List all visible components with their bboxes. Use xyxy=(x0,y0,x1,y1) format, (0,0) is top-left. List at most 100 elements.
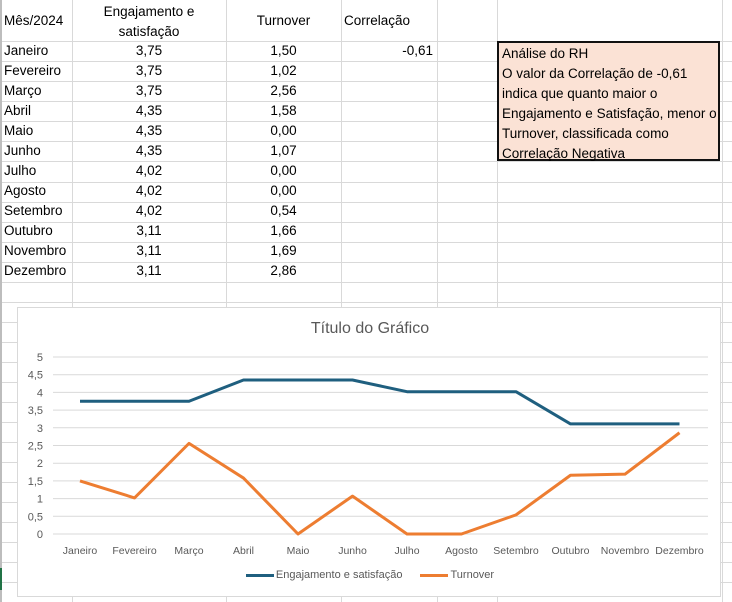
cell-month[interactable]: Agosto xyxy=(4,183,47,198)
legend-label-engagement: Engajamento e satisfação xyxy=(275,569,403,581)
cell-correlation[interactable] xyxy=(341,221,433,241)
cell-month[interactable]: Dezembro xyxy=(4,263,67,278)
legend-swatch-engagement xyxy=(245,573,274,577)
legend-swatch-turnover xyxy=(420,573,449,577)
cell-correlation[interactable] xyxy=(341,241,433,261)
cell-correlation[interactable] xyxy=(341,61,433,81)
note-line: indica que quanto maior o xyxy=(502,86,658,101)
y-tick-label: 1,5 xyxy=(28,476,43,488)
cell-correlation[interactable] xyxy=(341,141,433,161)
cell-turnover[interactable]: 0,54 xyxy=(270,203,297,218)
chart-title[interactable]: Título do Gráfico xyxy=(310,320,430,337)
cell-engagement[interactable]: 3,11 xyxy=(136,223,162,238)
row-border xyxy=(0,161,732,162)
hr-analysis-note[interactable]: Análise do RH O valor da Correlação de -… xyxy=(497,41,720,161)
cell-correlation[interactable] xyxy=(341,81,433,101)
x-tick-label: Outubro xyxy=(552,545,590,557)
note-line: O valor da Correlação de -0,61 xyxy=(502,66,688,81)
x-tick-label: Junho xyxy=(338,545,367,557)
cell-month[interactable]: Maio xyxy=(4,123,34,138)
cell-correlation[interactable] xyxy=(341,261,433,281)
y-tick-label: 1 xyxy=(37,494,43,506)
cell-engagement[interactable]: 3,75 xyxy=(135,43,163,58)
cell-turnover[interactable]: 0,00 xyxy=(270,163,297,178)
header-correlation[interactable]: Correlação xyxy=(344,13,411,28)
header-turnover[interactable]: Turnover xyxy=(256,13,311,28)
cell-turnover[interactable]: 1,50 xyxy=(270,43,297,58)
row-border xyxy=(0,262,732,263)
line-chart[interactable]: Título do Gráfico 0 0,5 1 1,5 2 2,5 3 3,5 4 4,5 5 J… xyxy=(17,307,721,597)
cell-engagement[interactable]: 3,75 xyxy=(135,83,163,98)
row-border xyxy=(0,302,732,303)
cell-month[interactable]: Setembro xyxy=(4,203,63,218)
x-tick-label: Maio xyxy=(287,545,310,557)
header-engagement-line2: satisfação xyxy=(118,24,180,39)
cell-month[interactable]: Junho xyxy=(4,143,41,158)
series-line-engagement[interactable] xyxy=(80,378,680,426)
note-line: Análise do RH xyxy=(502,46,589,61)
cell-month[interactable]: Março xyxy=(4,83,42,98)
cell-engagement[interactable]: 3,11 xyxy=(136,243,162,258)
cell-correlation[interactable] xyxy=(341,161,433,181)
note-line: Correlação Negativa xyxy=(502,146,626,161)
row-border xyxy=(0,81,732,82)
header-month[interactable]: Mês/2024 xyxy=(4,13,64,28)
cell-turnover[interactable]: 2,56 xyxy=(270,83,297,98)
cell-correlation[interactable] xyxy=(341,201,433,221)
y-tick-label: 0 xyxy=(37,529,43,541)
row-border xyxy=(0,182,732,183)
legend-item-turnover[interactable]: Turnover xyxy=(420,569,494,581)
cell-engagement[interactable]: 3,11 xyxy=(136,263,162,278)
cell-turnover[interactable]: 1,02 xyxy=(270,63,297,78)
row-border xyxy=(0,61,732,62)
sheet-left-edge xyxy=(0,0,2,602)
cell-engagement[interactable]: 4,02 xyxy=(135,163,163,178)
cell-month[interactable]: Janeiro xyxy=(4,43,49,58)
cell-correlation[interactable] xyxy=(341,121,433,141)
y-tick-label: 2,5 xyxy=(28,441,43,453)
header-engagement[interactable]: Engajamento e satisfação xyxy=(72,2,226,42)
column-border xyxy=(437,0,438,602)
cell-turnover[interactable]: 0,00 xyxy=(270,123,297,138)
cell-engagement[interactable]: 4,35 xyxy=(135,143,163,158)
chart-plot-area: 0 0,5 1 1,5 2 2,5 3 3,5 4 4,5 5 Janeiro Fevereiro Mar… xyxy=(28,352,708,557)
cell-turnover[interactable]: 1,07 xyxy=(270,143,297,158)
y-tick-label: 2 xyxy=(37,458,43,470)
chart-legend[interactable]: Engajamento e satisfação Turnover xyxy=(18,569,722,581)
cell-correlation[interactable] xyxy=(341,101,433,121)
legend-item-engagement[interactable]: Engajamento e satisfação xyxy=(245,569,403,581)
cell-month[interactable]: Fevereiro xyxy=(4,63,62,78)
cell-correlation[interactable]: -0,61 xyxy=(402,43,433,58)
column-border xyxy=(497,0,498,602)
row-border xyxy=(0,41,732,42)
row-border xyxy=(0,202,732,203)
cell-turnover[interactable]: 1,69 xyxy=(270,243,297,258)
header-engagement-line1: Engajamento e xyxy=(103,4,195,19)
cell-engagement[interactable]: 4,35 xyxy=(135,103,163,118)
series-line-turnover[interactable] xyxy=(79,431,681,536)
cell-turnover[interactable]: 0,00 xyxy=(270,183,297,198)
cell-engagement[interactable]: 3,75 xyxy=(135,63,163,78)
cell-month[interactable]: Abril xyxy=(4,103,32,118)
cell-engagement[interactable]: 4,02 xyxy=(135,203,163,218)
row-border xyxy=(0,101,732,102)
y-tick-label: 3,5 xyxy=(28,405,43,417)
cell-correlation[interactable] xyxy=(341,181,433,201)
cell-engagement[interactable]: 4,02 xyxy=(135,183,163,198)
column-border xyxy=(341,0,342,602)
cell-turnover[interactable]: 2,86 xyxy=(270,263,297,278)
column-border xyxy=(722,0,723,602)
cell-month[interactable]: Julho xyxy=(4,163,37,178)
note-line: Engajamento e Satisfação, menor o xyxy=(502,106,717,121)
row-selection-marker xyxy=(0,568,2,590)
cell-turnover[interactable]: 1,66 xyxy=(270,223,297,238)
cell-turnover[interactable]: 1,58 xyxy=(270,103,297,118)
row-border xyxy=(0,141,732,142)
legend-label-turnover: Turnover xyxy=(450,569,495,581)
y-tick-label: 4,5 xyxy=(28,370,43,382)
cell-engagement[interactable]: 4,35 xyxy=(135,123,163,138)
row-border xyxy=(0,242,732,243)
cell-month[interactable]: Novembro xyxy=(4,243,67,258)
cell-month[interactable]: Outubro xyxy=(4,223,53,238)
